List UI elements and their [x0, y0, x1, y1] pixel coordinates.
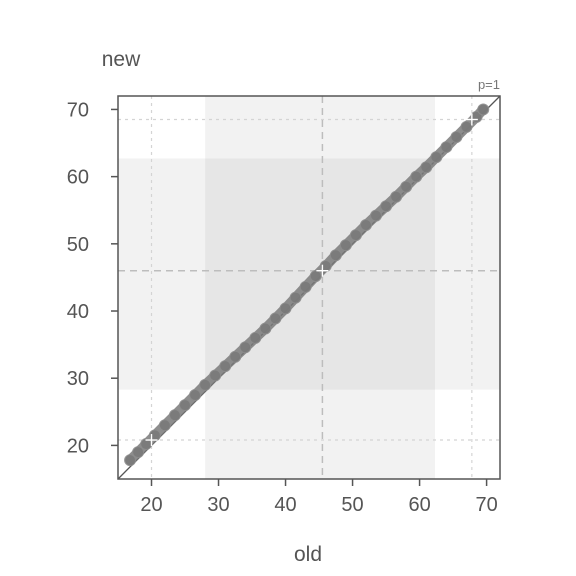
- data-point: [420, 161, 433, 174]
- data-point: [349, 229, 362, 242]
- p-value-annotation: p=1: [478, 77, 500, 92]
- x-tick-label: 20: [140, 494, 162, 516]
- data-point: [199, 378, 212, 391]
- data-point: [460, 120, 473, 133]
- end-markers: [145, 113, 478, 447]
- data-point: [380, 200, 393, 213]
- data-point: [209, 369, 222, 382]
- y-tick-label: 70: [67, 99, 89, 121]
- x-tick-label: 40: [274, 494, 296, 516]
- x-tick-label: 30: [207, 494, 229, 516]
- data-point: [289, 291, 302, 304]
- y-axis-ticks: 20 30 40 50 60 70: [67, 99, 118, 457]
- data-point: [370, 209, 383, 222]
- data-point: [400, 180, 413, 193]
- data-point: [239, 341, 252, 354]
- y-tick-label: 30: [67, 368, 89, 390]
- data-point: [440, 141, 453, 154]
- x-tick-label: 70: [475, 494, 497, 516]
- y-axis-label: new: [102, 48, 141, 71]
- data-point: [219, 360, 232, 373]
- y-tick-label: 50: [67, 234, 89, 256]
- plot-border: [117, 95, 501, 480]
- data-point: [249, 331, 262, 344]
- data-point: [279, 302, 292, 315]
- x-axis-ticks: 20 30 40 50 60 70: [140, 479, 498, 516]
- data-point: [189, 389, 202, 402]
- data-point: [168, 409, 181, 422]
- data-point: [259, 322, 272, 335]
- data-point: [477, 103, 490, 116]
- plot-frame: [117, 95, 501, 480]
- quantile-bands: [118, 96, 500, 479]
- data-point: [299, 280, 312, 293]
- data-point: [450, 130, 463, 143]
- y-tick-label: 60: [67, 167, 89, 189]
- data-point: [229, 350, 242, 363]
- x-tick-label: 60: [408, 494, 430, 516]
- data-point: [329, 249, 342, 262]
- data-point: [359, 219, 372, 232]
- data-point: [339, 239, 352, 252]
- data-point: [269, 312, 282, 325]
- data-point: [430, 151, 443, 164]
- data-point: [309, 270, 322, 283]
- data-point: [390, 190, 403, 203]
- x-tick-label: 50: [341, 494, 363, 516]
- data-point: [132, 446, 145, 459]
- x-axis-label: old: [294, 543, 322, 566]
- data-point: [179, 399, 192, 412]
- y-tick-label: 20: [67, 435, 89, 457]
- mean-lines: [118, 96, 500, 479]
- grid-lines: [118, 96, 500, 479]
- data-point: [410, 170, 423, 183]
- data-point: [124, 454, 137, 467]
- y-tick-label: 40: [67, 301, 89, 323]
- data-point: [158, 419, 171, 432]
